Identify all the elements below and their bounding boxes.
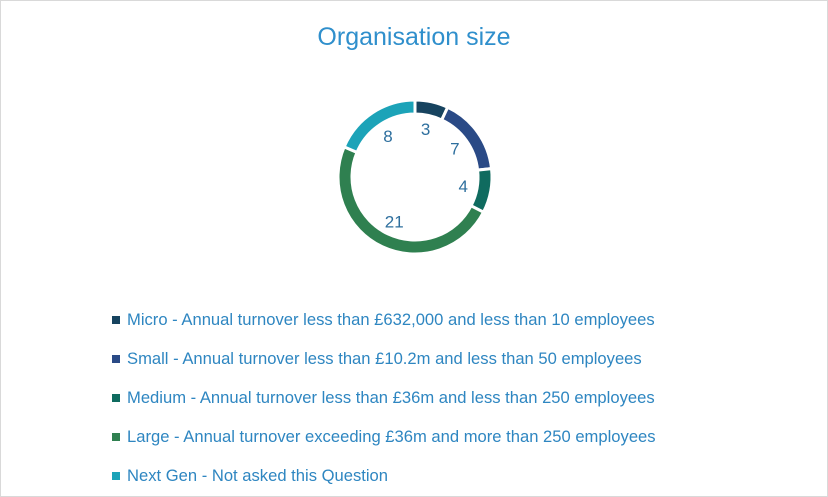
donut-slice <box>336 144 486 256</box>
legend-item: Large - Annual turnover exceeding £36m a… <box>112 417 656 456</box>
legend-label: Micro - Annual turnover less than £632,0… <box>127 310 655 330</box>
legend-label: Large - Annual turnover exceeding £36m a… <box>127 426 656 446</box>
data-label: 8 <box>383 127 392 146</box>
data-label: 7 <box>450 139 459 158</box>
donut-chart: 3 7 4 21 8 <box>336 98 494 256</box>
legend: Micro - Annual turnover less than £632,0… <box>112 301 656 495</box>
legend-label: Small - Annual turnover less than £10.2m… <box>127 349 642 369</box>
legend-marker <box>112 355 120 364</box>
legend-marker <box>112 432 120 441</box>
legend-item: Medium - Annual turnover less than £36m … <box>112 379 656 418</box>
chart-title: Organisation size <box>317 23 511 51</box>
legend-item: Next Gen - Not asked this Question <box>112 456 656 495</box>
donut-slice <box>342 98 417 155</box>
data-label: 3 <box>421 120 430 139</box>
legend-item: Micro - Annual turnover less than £632,0… <box>112 301 656 340</box>
data-label: 21 <box>385 212 404 231</box>
legend-marker <box>112 393 120 402</box>
legend-label: Next Gen - Not asked this Question <box>127 465 389 485</box>
legend-item: Small - Annual turnover less than £10.2m… <box>112 340 656 379</box>
donut-slice <box>469 166 494 215</box>
legend-marker <box>112 316 120 325</box>
legend-label: Medium - Annual turnover less than £36m … <box>127 387 655 407</box>
legend-marker <box>112 471 120 480</box>
data-label: 4 <box>458 177 467 196</box>
